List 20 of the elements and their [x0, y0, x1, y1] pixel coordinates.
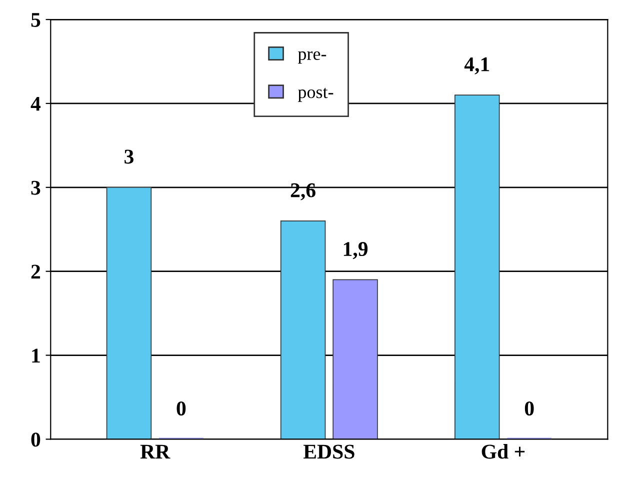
data-label: 0 — [524, 401, 534, 416]
x-tick-label: RR — [140, 444, 170, 459]
legend-label: pre- — [298, 51, 326, 64]
x-tick-label: EDSS — [303, 444, 354, 459]
y-tick-label: 2 — [31, 264, 40, 279]
bar — [280, 220, 326, 440]
y-tick-label: 3 — [31, 180, 40, 195]
bar — [106, 186, 152, 440]
y-tick-label: 1 — [32, 348, 40, 362]
bar — [454, 94, 500, 440]
x-tick-label: Gd + — [482, 444, 525, 459]
data-label: 0 — [176, 401, 186, 416]
legend-label: post- — [298, 88, 334, 102]
data-label: 4,1 — [464, 57, 490, 74]
data-label: 1,9 — [344, 242, 368, 260]
data-label: 2,6 — [290, 183, 316, 200]
data-label: 3 — [124, 150, 134, 164]
y-tick-label: 5 — [31, 13, 40, 27]
y-tick-label: 4 — [30, 96, 41, 111]
y-tick-label: 0 — [31, 432, 40, 447]
